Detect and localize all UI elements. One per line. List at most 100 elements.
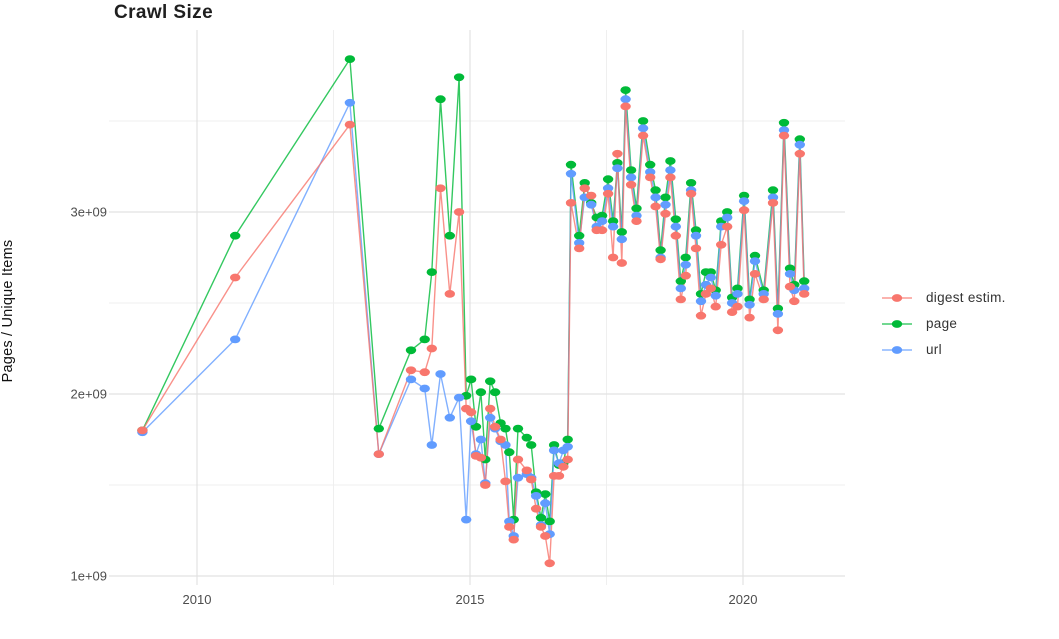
data-point-url (680, 260, 691, 269)
data-point-page (565, 160, 577, 169)
legend-item-page: page (881, 314, 1006, 333)
data-point-page (690, 226, 702, 235)
data-point-page (540, 490, 551, 498)
data-point-url (504, 517, 515, 526)
data-point-url (722, 213, 733, 222)
legend-label-digest-estim: digest estim. (926, 290, 1006, 305)
data-point-url (586, 200, 597, 209)
data-point-digest-estim- (485, 404, 496, 413)
data-point-page (526, 441, 537, 449)
data-point-page (465, 375, 477, 384)
data-point-page (680, 253, 691, 262)
data-point-digest-estim- (540, 532, 551, 540)
data-point-page (620, 86, 631, 94)
data-point-page (470, 422, 482, 431)
data-point-url (767, 193, 779, 202)
data-point-page (373, 424, 384, 433)
data-point-digest-estim- (680, 271, 691, 280)
data-point-url (405, 375, 417, 384)
data-point-page (650, 186, 661, 195)
data-point-url (612, 164, 623, 173)
data-point-url (660, 200, 671, 209)
legend-key-url (882, 345, 912, 354)
data-point-page (344, 55, 356, 63)
data-point-page (602, 175, 614, 184)
data-point-url (705, 273, 716, 282)
data-point-page (738, 191, 750, 200)
data-point-digest-estim- (535, 523, 547, 531)
data-point-page (562, 435, 573, 444)
data-point-digest-estim- (344, 120, 356, 129)
data-point-digest-estim- (660, 209, 671, 218)
data-point-digest-estim- (553, 472, 565, 480)
data-point-digest-estim- (670, 231, 681, 240)
y-tick-label: 2e+09 (70, 387, 107, 402)
legend-item-url: url (881, 340, 1006, 359)
data-point-url (650, 193, 661, 202)
data-point-digest-estim- (480, 481, 491, 489)
data-point-url (616, 235, 627, 244)
data-point-digest-estim- (665, 173, 676, 182)
data-point-digest-estim- (758, 295, 769, 304)
data-point-digest-estim- (607, 253, 619, 262)
data-point-page (799, 277, 810, 286)
data-point-page (521, 433, 532, 442)
data-point-url (778, 126, 790, 134)
data-point-url (444, 413, 455, 422)
data-point-digest-estim- (738, 206, 750, 215)
data-point-digest-estim- (784, 282, 796, 291)
data-point-url (794, 140, 805, 149)
data-point-url (665, 166, 676, 175)
data-point-digest-estim- (799, 290, 810, 298)
data-point-url (419, 384, 430, 393)
data-point-url (637, 124, 649, 133)
data-point-digest-estim- (637, 131, 649, 140)
data-point-digest-estim- (631, 217, 642, 226)
data-point-url (620, 95, 631, 104)
data-point-url (607, 222, 619, 231)
data-point-url (453, 393, 465, 402)
y-tick-label: 3e+09 (70, 205, 107, 220)
data-point-page (616, 228, 627, 236)
data-point-url (562, 442, 573, 451)
data-point-digest-estim- (744, 313, 755, 322)
data-point-digest-estim- (558, 462, 569, 471)
data-point-url (732, 290, 743, 298)
data-point-digest-estim- (625, 180, 637, 189)
data-point-page (574, 231, 585, 240)
data-point-url (540, 499, 551, 508)
data-point-page (548, 441, 560, 449)
data-point-digest-estim- (794, 149, 805, 158)
data-point-digest-estim- (722, 222, 733, 231)
data-point-url (675, 284, 686, 293)
data-point-url (344, 98, 356, 107)
data-point-digest-estim- (778, 131, 790, 140)
data-point-page (435, 95, 446, 104)
data-point-url (772, 310, 784, 318)
data-point-page (744, 295, 755, 304)
data-point-digest-estim- (137, 426, 148, 435)
data-point-page (705, 268, 716, 276)
data-point-digest-estim- (574, 244, 585, 253)
data-point-url (461, 515, 472, 524)
data-point-digest-estim- (700, 290, 712, 298)
data-point-digest-estim- (230, 273, 241, 282)
data-point-digest-estim- (495, 435, 506, 444)
data-point-url (695, 297, 707, 306)
data-point-digest-estim- (645, 173, 656, 182)
data-point-page (732, 284, 743, 293)
data-point-url (485, 413, 496, 422)
chart-title: Crawl Size (114, 2, 214, 23)
data-point-page (784, 264, 796, 273)
data-point-digest-estim- (373, 450, 384, 458)
data-point-digest-estim- (675, 295, 686, 304)
data-point-page (637, 117, 649, 125)
data-point-digest-estim- (530, 504, 542, 513)
data-point-url (512, 473, 524, 482)
legend-key-dot (891, 319, 903, 328)
y-axis-title: Pages / Unique Items (0, 239, 16, 383)
data-point-url (784, 270, 796, 278)
data-point-page (655, 246, 666, 255)
data-point-digest-estim- (508, 535, 519, 544)
data-point-url (574, 239, 585, 247)
